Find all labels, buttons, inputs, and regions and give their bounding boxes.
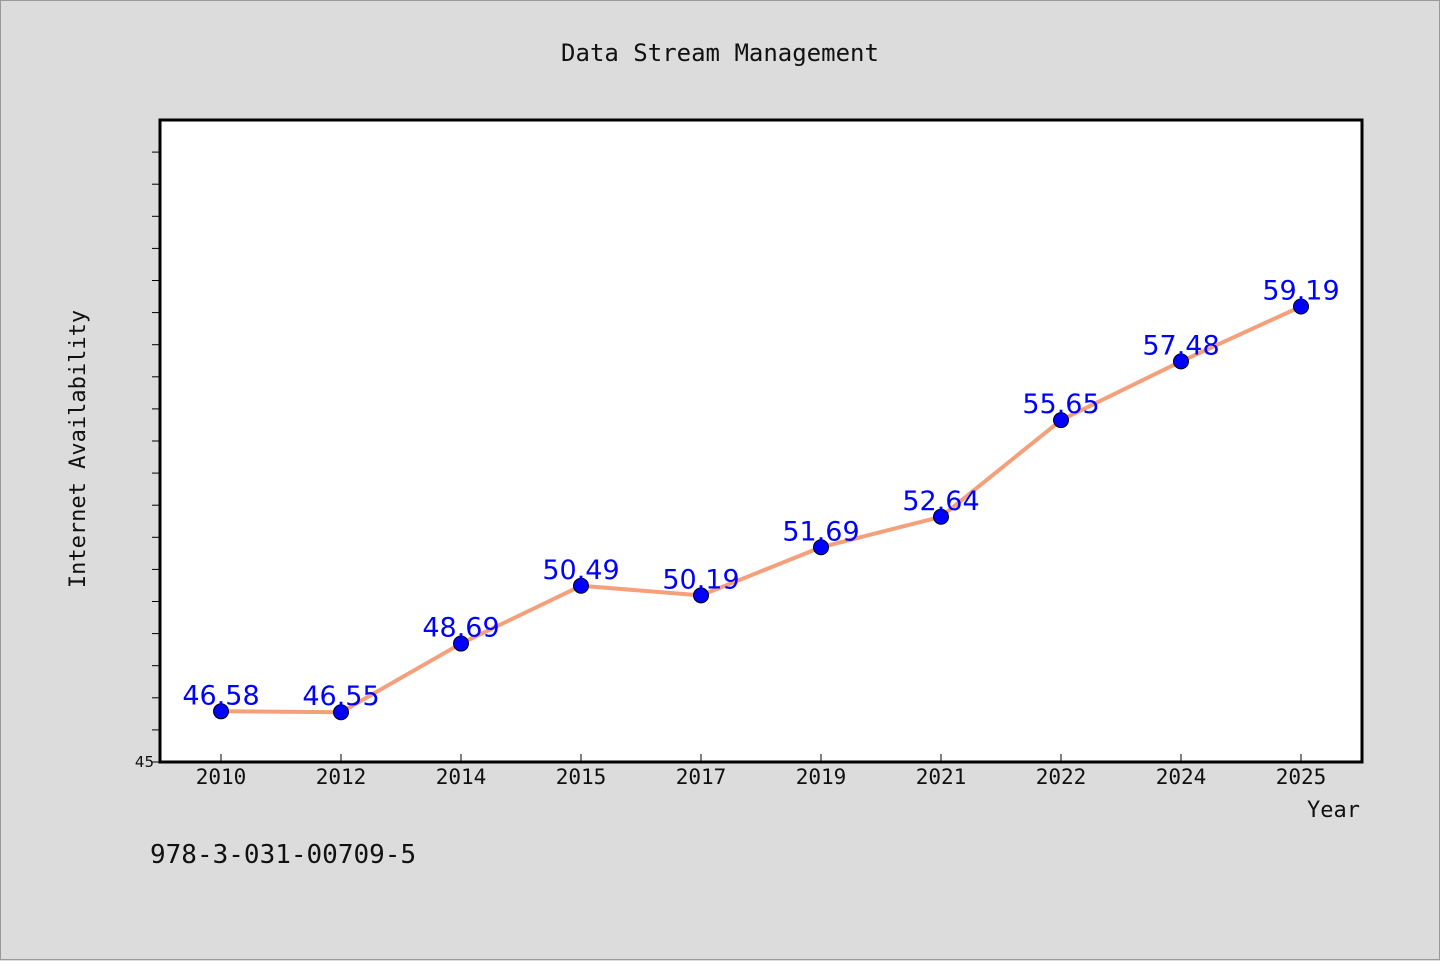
x-tick-label: 2025 [1276, 765, 1327, 789]
x-tick-label: 2015 [556, 765, 607, 789]
x-tick-label: 2010 [196, 765, 247, 789]
y-tick-label: 45 [135, 753, 154, 771]
data-point [933, 508, 949, 525]
data-label: 52.64 [902, 486, 979, 517]
x-tick-label: 2014 [436, 765, 487, 789]
data-label: 46.58 [182, 680, 259, 711]
data-label: 57.48 [1142, 330, 1219, 361]
data-labels: 46.58 46.55 48.69 50.49 50.19 51.69 52.64 55.65… [182, 276, 1339, 713]
data-label: 50.19 [662, 564, 739, 595]
y-axis-label: Internet Availability [66, 310, 91, 588]
data-label: 51.69 [782, 516, 859, 547]
data-point [453, 635, 469, 652]
x-tick-label: 2022 [1036, 765, 1087, 789]
plot-area [158, 118, 1364, 764]
series-lines [219, 304, 1303, 715]
data-label: 59.19 [1262, 276, 1339, 307]
y-axis-tick-labels: 45 [135, 753, 154, 771]
x-tick-label: 2019 [796, 765, 847, 789]
data-label: 48.69 [422, 613, 499, 644]
data-label: 46.55 [302, 681, 379, 712]
data-label: 55.65 [1022, 389, 1099, 420]
isbn-text: 978-3-031-00709-5 [150, 840, 416, 870]
data-point [333, 704, 349, 721]
data-point [1293, 298, 1309, 315]
x-tick-label: 2017 [676, 765, 727, 789]
data-point [813, 539, 829, 556]
data-point [1173, 353, 1189, 370]
series-line [219, 304, 1303, 715]
x-tick-label: 2012 [316, 765, 367, 789]
x-axis-ticks [220, 754, 1302, 762]
data-point [213, 703, 229, 720]
data-point [1053, 412, 1069, 429]
chart-title: Data Stream Management [561, 39, 879, 67]
series-points [213, 298, 1309, 721]
data-point [693, 587, 709, 604]
y-axis-ticks [152, 151, 160, 763]
x-tick-label: 2021 [916, 765, 967, 789]
x-axis-label: Year [1307, 798, 1360, 823]
data-label: 50.49 [542, 555, 619, 586]
x-tick-label: 2024 [1156, 765, 1207, 789]
x-axis-tick-labels: 2010 2012 2014 2015 2017 2019 2021 2022 2024 2025 [196, 765, 1327, 789]
data-point [573, 577, 589, 594]
